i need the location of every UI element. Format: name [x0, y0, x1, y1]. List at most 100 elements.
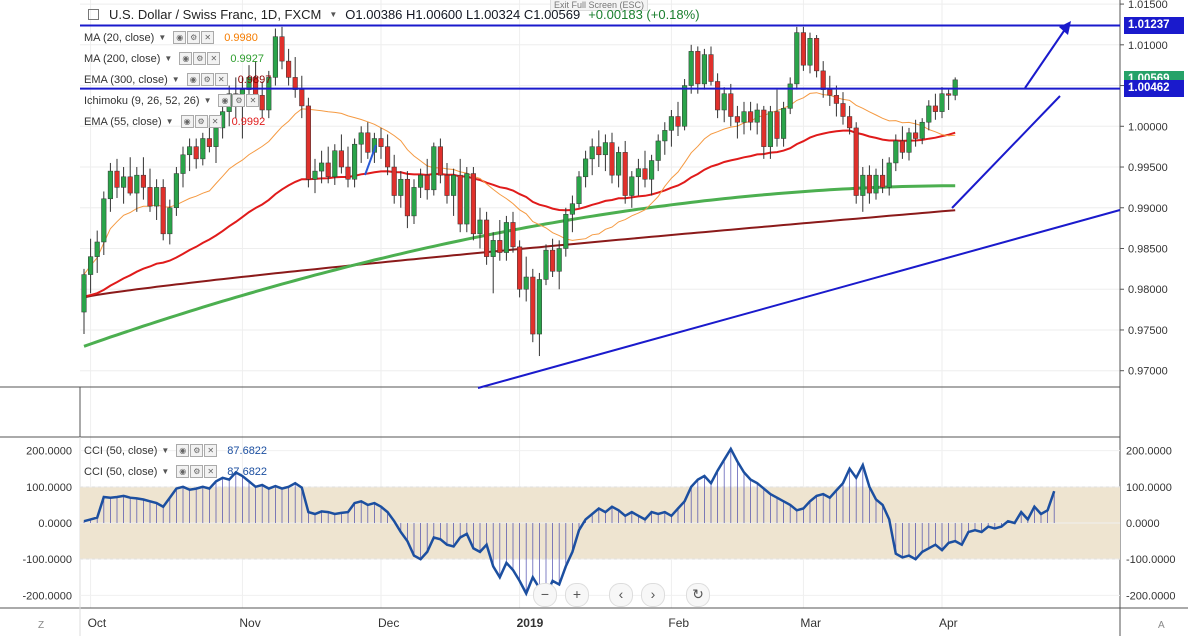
- candle-body: [160, 187, 166, 235]
- candle-body: [464, 173, 470, 225]
- candle-body: [728, 93, 734, 117]
- candle-body: [668, 116, 674, 131]
- zoom-out-icon[interactable]: −: [533, 583, 557, 607]
- chevron-down-icon[interactable]: ▼: [158, 33, 167, 42]
- candle-body: [312, 170, 318, 180]
- chevron-down-icon[interactable]: ▼: [161, 467, 170, 476]
- candle-body: [266, 77, 272, 111]
- candle-body: [866, 174, 872, 194]
- ema-55-line: [83, 129, 956, 298]
- settings-icon[interactable]: ⚙: [190, 444, 204, 457]
- time-tick-label: Dec: [378, 616, 399, 630]
- reset-icon[interactable]: ↻: [686, 583, 710, 607]
- indicator-legend-row[interactable]: EMA (55, close) ▼ ◉ ⚙ ✕ 0.9992: [84, 115, 265, 128]
- scroll-left-icon[interactable]: ‹: [609, 583, 633, 607]
- exit-fullscreen-hint[interactable]: Exit Full Screen (ESC): [550, 0, 649, 11]
- indicator-legend-row[interactable]: MA (200, close) ▼ ◉ ⚙ ✕ 0.9927: [84, 52, 264, 65]
- cci-legend-row[interactable]: CCI (50, close) ▼ ◉ ⚙ ✕ 87.6822: [84, 444, 267, 457]
- cci-pane: 200.0000 200.0000 100.0000 100.0000 0.0000 0.…: [22, 446, 1175, 603]
- candle-body: [134, 174, 140, 194]
- settings-icon[interactable]: ⚙: [200, 73, 214, 86]
- close-icon[interactable]: ✕: [204, 444, 218, 457]
- cci-label[interactable]: CCI (50, close): [84, 465, 158, 478]
- small-trendline: [364, 144, 377, 176]
- target-arrow-line: [1024, 24, 1069, 89]
- indicator-value: 0.9980: [224, 31, 258, 44]
- visibility-icon[interactable]: ◉: [176, 444, 190, 457]
- visibility-icon[interactable]: ◉: [176, 465, 190, 478]
- price-tick-label: 0.98500: [1128, 243, 1168, 255]
- visibility-icon[interactable]: ◉: [218, 94, 232, 107]
- candle-body: [510, 222, 516, 248]
- indicator-label[interactable]: Ichimoku (9, 26, 52, 26): [84, 94, 200, 107]
- settings-icon[interactable]: ⚙: [232, 94, 246, 107]
- settings-icon[interactable]: ⚙: [187, 31, 201, 44]
- candle-body: [272, 36, 278, 78]
- cci-legend-row[interactable]: CCI (50, close) ▼ ◉ ⚙ ✕ 87.6822: [84, 465, 267, 478]
- indicator-label[interactable]: EMA (300, close): [84, 73, 168, 86]
- indicator-label[interactable]: MA (20, close): [84, 31, 155, 44]
- price-tick-label: 1.01500: [1128, 0, 1168, 11]
- settings-icon[interactable]: ⚙: [190, 465, 204, 478]
- candle-body: [873, 174, 879, 194]
- zoom-in-icon[interactable]: +: [565, 583, 589, 607]
- indicator-legend-row[interactable]: EMA (300, close) ▼ ◉ ⚙ ✕ 0.9897: [84, 73, 271, 86]
- scroll-right-icon[interactable]: ›: [641, 583, 665, 607]
- corner-left[interactable]: Z: [38, 620, 45, 631]
- chevron-down-icon[interactable]: ▼: [171, 75, 180, 84]
- candle-body: [404, 178, 410, 217]
- close-icon[interactable]: ✕: [207, 52, 221, 65]
- chevron-down-icon[interactable]: ▼: [161, 446, 170, 455]
- visibility-icon[interactable]: ◉: [179, 52, 193, 65]
- visibility-icon[interactable]: ◉: [186, 73, 200, 86]
- chevron-down-icon[interactable]: ▼: [164, 54, 173, 63]
- cci-label[interactable]: CCI (50, close): [84, 444, 158, 457]
- candle-body: [563, 214, 569, 249]
- candle-body: [114, 170, 120, 188]
- candle-body: [701, 54, 707, 85]
- candle-body: [787, 83, 793, 109]
- symbol-title[interactable]: U.S. Dollar / Swiss Franc, 1D, FXCM: [109, 7, 322, 22]
- visibility-icon[interactable]: ◉: [173, 31, 187, 44]
- candle-body: [616, 152, 622, 176]
- settings-icon[interactable]: ⚙: [193, 52, 207, 65]
- settings-icon[interactable]: ⚙: [194, 115, 208, 128]
- candle-body: [279, 36, 285, 62]
- visibility-icon[interactable]: ◉: [180, 115, 194, 128]
- candle-body: [655, 140, 661, 161]
- candle-body: [596, 146, 602, 156]
- corner-right[interactable]: A: [1158, 620, 1165, 631]
- price-tick-label: 1.00000: [1128, 121, 1168, 133]
- indicator-legend-row[interactable]: Ichimoku (9, 26, 52, 26) ▼ ◉ ⚙ ✕: [84, 94, 269, 107]
- price-tick-label: 0.99500: [1128, 162, 1168, 174]
- close-icon[interactable]: ✕: [204, 465, 218, 478]
- indicator-label[interactable]: EMA (55, close): [84, 115, 162, 128]
- candle-body: [860, 174, 866, 196]
- candle-body: [919, 121, 925, 139]
- candle-body: [470, 173, 476, 235]
- candle-body: [154, 187, 160, 207]
- chevron-down-icon[interactable]: ▼: [329, 10, 338, 19]
- candle-body: [556, 248, 562, 272]
- candle-body: [952, 79, 958, 96]
- close-icon[interactable]: ✕: [201, 31, 215, 44]
- close-icon[interactable]: ✕: [214, 73, 228, 86]
- candle-body: [583, 158, 589, 178]
- price-tick-label: 0.97000: [1128, 366, 1168, 378]
- candle-body: [444, 174, 450, 196]
- candle-body: [94, 241, 100, 257]
- indicator-label[interactable]: MA (200, close): [84, 52, 161, 65]
- chevron-down-icon[interactable]: ▼: [165, 117, 174, 126]
- close-icon[interactable]: ✕: [246, 94, 260, 107]
- collapse-icon[interactable]: [88, 9, 99, 20]
- chart-title-row: U.S. Dollar / Swiss Franc, 1D, FXCM ▼ O1…: [88, 7, 700, 22]
- price-axis: 0.97000 0.97500 0.98000 0.98500 0.99000 0.995…: [1120, 0, 1168, 378]
- chevron-down-icon[interactable]: ▼: [203, 96, 212, 105]
- candle-body: [101, 198, 107, 243]
- candle-body: [932, 105, 938, 112]
- time-axis: Oct Nov Dec 2019 Feb Mar Apr: [88, 616, 958, 630]
- candle-body: [622, 152, 628, 196]
- indicator-legend-row[interactable]: MA (20, close) ▼ ◉ ⚙ ✕ 0.9980: [84, 31, 258, 44]
- close-icon[interactable]: ✕: [208, 115, 222, 128]
